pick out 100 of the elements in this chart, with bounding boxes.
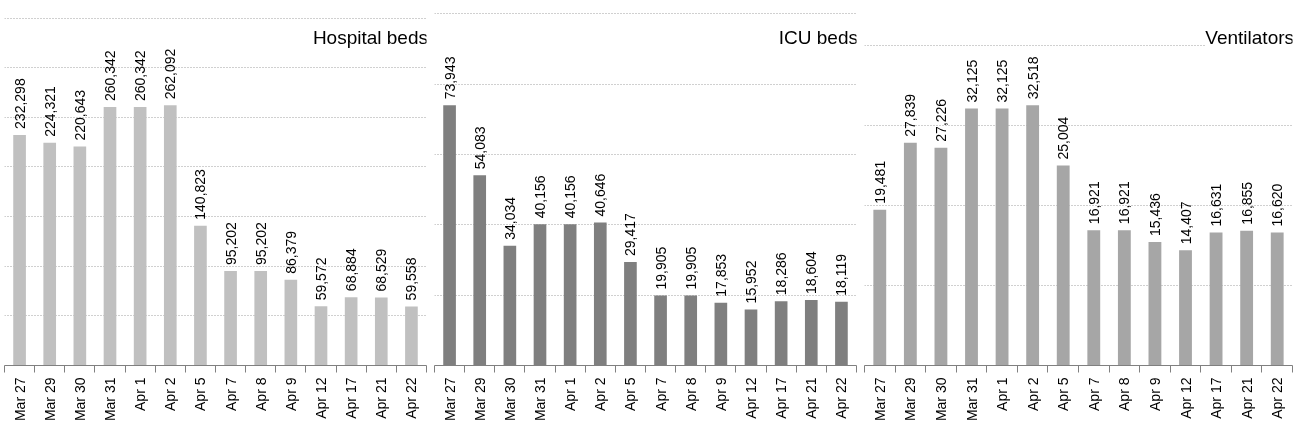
data-label: 40,156 xyxy=(532,175,548,219)
x-tick-label: Apr 9 xyxy=(282,377,299,411)
data-label: 25,004 xyxy=(1055,116,1072,160)
x-tick-label: Apr 12 xyxy=(1177,377,1194,419)
data-label: 32,125 xyxy=(994,59,1011,103)
bar xyxy=(163,105,177,366)
bar xyxy=(224,271,237,366)
x-tick-label: Apr 12 xyxy=(313,377,329,419)
data-label: 232,298 xyxy=(11,78,28,129)
x-tick-label: Mar 27 xyxy=(441,377,458,422)
x-tick-label: Mar 29 xyxy=(471,377,488,422)
bar xyxy=(13,134,26,366)
x-tick-label: Mar 30 xyxy=(932,377,949,422)
chart-title: ICU beds xyxy=(778,27,859,49)
x-tick-label: Apr 22 xyxy=(403,377,420,419)
x-tick-label: Mar 27 xyxy=(871,377,888,422)
data-label: 19,905 xyxy=(652,246,669,290)
data-label: 34,034 xyxy=(501,196,518,240)
x-tick-label: Apr 1 xyxy=(132,377,149,411)
chart-title: Ventilators xyxy=(1205,27,1295,49)
data-label: 95,202 xyxy=(222,221,239,266)
data-label: 40,156 xyxy=(562,175,579,219)
data-label: 16,921 xyxy=(1085,181,1102,225)
x-tick-label: Apr 5 xyxy=(622,377,639,411)
bar xyxy=(133,107,147,366)
x-tick-label: Apr 9 xyxy=(712,377,729,411)
data-label: 16,855 xyxy=(1238,181,1255,225)
x-tick-label: Mar 27 xyxy=(11,377,28,422)
x-tick-label: Apr 8 xyxy=(252,377,269,411)
bar xyxy=(103,107,117,366)
data-label: 19,905 xyxy=(682,246,699,290)
data-label: 16,921 xyxy=(1116,181,1133,225)
bar xyxy=(374,297,388,366)
data-label: 15,436 xyxy=(1146,192,1163,237)
x-tick-label: Apr 21 xyxy=(373,377,390,419)
x-tick-label: Apr 1 xyxy=(562,377,579,411)
x-tick-label: Mar 29 xyxy=(41,377,58,422)
data-label: 224,321 xyxy=(41,86,58,137)
x-tick-label: Apr 7 xyxy=(1085,377,1102,411)
data-label: 16,631 xyxy=(1208,183,1225,227)
data-label: 86,379 xyxy=(282,230,299,274)
x-tick-label: Apr 2 xyxy=(592,377,609,411)
data-label: 18,119 xyxy=(833,253,850,296)
data-label: 16,620 xyxy=(1269,183,1286,227)
data-label: 15,952 xyxy=(743,260,759,304)
bar xyxy=(284,279,298,366)
data-label: 95,202 xyxy=(252,221,269,266)
data-label: 73,943 xyxy=(441,56,458,100)
x-tick-label: Apr 2 xyxy=(1024,377,1041,411)
x-tick-label: Apr 8 xyxy=(682,377,699,411)
x-tick-label: Apr 21 xyxy=(803,377,820,419)
x-tick-label: Mar 31 xyxy=(532,377,548,422)
data-label: 260,342 xyxy=(102,50,118,102)
x-tick-label: Apr 5 xyxy=(1055,377,1072,411)
data-label: 220,643 xyxy=(71,89,88,141)
x-tick-label: Mar 31 xyxy=(963,377,980,422)
x-tick-label: Apr 9 xyxy=(1146,377,1163,411)
x-tick-label: Mar 30 xyxy=(501,377,518,422)
data-label: 68,529 xyxy=(373,248,390,292)
data-label: 18,604 xyxy=(803,251,820,295)
data-label: 59,558 xyxy=(403,257,420,301)
data-label: 68,884 xyxy=(343,248,360,292)
x-tick-label: Apr 1 xyxy=(994,377,1011,411)
x-tick-label: Apr 12 xyxy=(743,377,759,419)
bar xyxy=(254,271,268,366)
data-label: 17,853 xyxy=(712,253,729,297)
x-tick-label: Apr 17 xyxy=(773,377,790,419)
bar xyxy=(405,306,418,366)
data-label: 32,518 xyxy=(1024,56,1041,100)
x-tick-label: Mar 30 xyxy=(71,377,88,422)
bar xyxy=(194,225,207,366)
data-label: 19,481 xyxy=(871,160,888,204)
x-tick-label: Apr 5 xyxy=(192,377,209,411)
data-label: 140,823 xyxy=(192,168,209,220)
x-tick-label: Apr 22 xyxy=(1269,377,1286,419)
x-tick-label: Apr 22 xyxy=(833,377,850,419)
data-label: 27,839 xyxy=(902,93,919,137)
data-label: 14,407 xyxy=(1177,201,1194,245)
data-label: 260,342 xyxy=(132,50,149,102)
x-tick-label: Mar 29 xyxy=(902,377,919,422)
x-tick-label: Apr 8 xyxy=(1116,377,1133,411)
x-tick-label: Apr 21 xyxy=(1238,377,1255,419)
data-label: 59,572 xyxy=(313,257,329,301)
data-label: 29,417 xyxy=(622,212,639,257)
x-tick-label: Apr 2 xyxy=(162,377,179,411)
x-tick-label: Apr 7 xyxy=(222,377,239,411)
bar xyxy=(1056,165,1070,366)
x-tick-label: Apr 7 xyxy=(652,377,669,411)
bar xyxy=(903,142,917,366)
x-tick-label: Apr 17 xyxy=(1208,377,1225,419)
data-label: 54,083 xyxy=(471,126,488,170)
data-label: 27,226 xyxy=(932,98,949,142)
x-tick-label: Apr 17 xyxy=(343,377,360,419)
data-label: 32,125 xyxy=(963,59,980,103)
bar xyxy=(314,306,328,366)
chart-title: Hospital beds xyxy=(312,27,429,49)
data-label: 262,092 xyxy=(162,48,179,100)
bar xyxy=(73,146,87,366)
bar xyxy=(344,297,358,366)
x-tick-label: Mar 31 xyxy=(102,377,118,422)
